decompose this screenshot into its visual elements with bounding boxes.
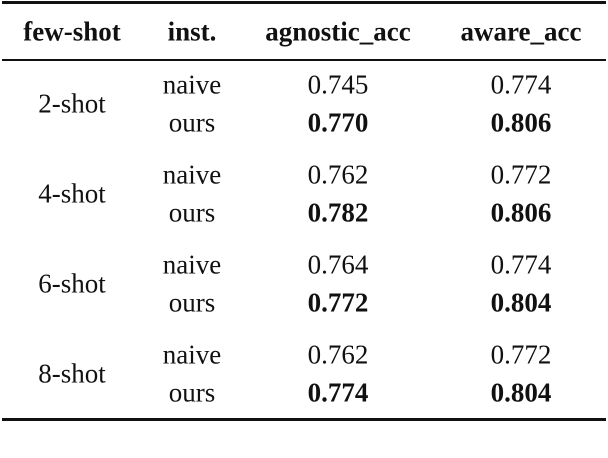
bottom-rule [2, 418, 606, 421]
inst-cell: ours [168, 377, 216, 408]
value-cell: 0.806 [490, 197, 552, 228]
header-cell: few-shot [23, 16, 121, 47]
inst-cell: naive [162, 69, 222, 100]
inst-cell: ours [168, 287, 216, 318]
header-cell: agnostic_acc [265, 16, 411, 47]
top-rule [2, 1, 606, 4]
shot-label: 8-shot [38, 358, 106, 389]
inst-cell: naive [162, 159, 222, 190]
inst-cell: naive [162, 339, 222, 370]
header-cell: inst. [167, 16, 217, 47]
value-cell: 0.762 [307, 159, 369, 190]
shot-label: 6-shot [38, 268, 106, 299]
value-cell: 0.774 [307, 377, 369, 408]
value-cell: 0.772 [307, 287, 369, 318]
value-cell: 0.804 [490, 287, 552, 318]
inst-cell: naive [162, 249, 222, 280]
shot-label: 4-shot [38, 178, 106, 209]
value-cell: 0.774 [490, 249, 552, 280]
inst-cell: ours [168, 107, 216, 138]
value-cell: 0.804 [490, 377, 552, 408]
value-cell: 0.782 [307, 197, 369, 228]
header-cell: aware_acc [460, 16, 582, 47]
shot-label: 2-shot [38, 88, 106, 119]
value-cell: 0.745 [307, 69, 369, 100]
header-rule [2, 59, 606, 61]
value-cell: 0.770 [307, 107, 369, 138]
value-cell: 0.806 [490, 107, 552, 138]
value-cell: 0.762 [307, 339, 369, 370]
inst-cell: ours [168, 197, 216, 228]
value-cell: 0.774 [490, 69, 552, 100]
value-cell: 0.772 [490, 339, 552, 370]
value-cell: 0.764 [307, 249, 369, 280]
value-cell: 0.772 [490, 159, 552, 190]
